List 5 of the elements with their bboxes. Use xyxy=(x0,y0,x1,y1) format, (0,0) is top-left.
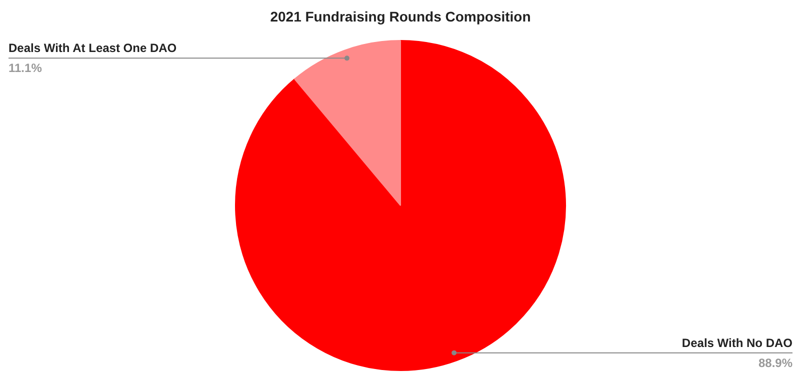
chart-title: 2021 Fundraising Rounds Composition xyxy=(270,8,531,24)
data-label: 88.9% xyxy=(758,356,793,370)
data-label: 11.1% xyxy=(8,61,42,76)
slice-label: Deals With No DAO xyxy=(682,336,793,350)
slice-label: Deals With At Least One DAO xyxy=(8,41,177,56)
